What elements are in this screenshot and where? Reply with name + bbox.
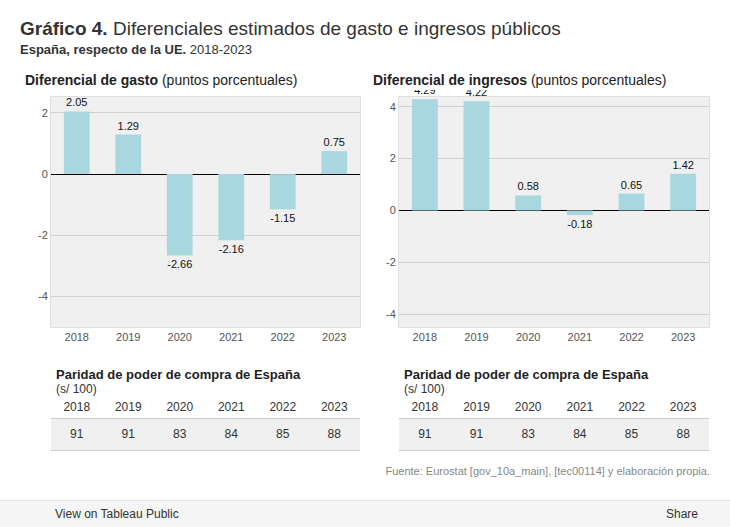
html-text:91: 91 xyxy=(121,427,135,441)
svg-text:2018: 2018 xyxy=(413,331,437,343)
svg-text:2022: 2022 xyxy=(271,331,295,343)
html-text:2022: 2022 xyxy=(618,400,645,414)
svg-text:0: 0 xyxy=(390,204,396,216)
html-text:Fuente: Eurostat [gov_10a_main: Fuente: Eurostat [gov_10a_main], [tec001… xyxy=(385,465,710,477)
html-text:91: 91 xyxy=(418,427,432,441)
svg-text:2019: 2019 xyxy=(116,331,140,343)
svg-text:1.42: 1.42 xyxy=(672,159,693,171)
html-text:Paridad de poder de compra de: Paridad de poder de compra de España xyxy=(56,367,301,382)
html-text:2018: 2018 xyxy=(411,400,439,414)
svg-text:0.65: 0.65 xyxy=(621,179,642,191)
svg-text:4.22: 4.22 xyxy=(466,90,487,98)
svg-text:-2.16: -2.16 xyxy=(219,243,244,255)
svg-text:2020: 2020 xyxy=(516,331,540,343)
svg-text:-4: -4 xyxy=(386,308,396,320)
html-text:2021: 2021 xyxy=(566,400,594,414)
html-text:(s/ 100): (s/ 100) xyxy=(56,382,97,396)
html-text:85: 85 xyxy=(624,427,639,441)
svg-text:2022: 2022 xyxy=(619,331,643,343)
svg-text:4: 4 xyxy=(390,101,396,113)
html-text:Gráfico 4. Diferenciales estim: Gráfico 4. Diferenciales estimados de ga… xyxy=(20,18,561,39)
html-text:2022: 2022 xyxy=(269,400,297,414)
html-text:Paridad de poder de compra de: Paridad de poder de compra de España xyxy=(404,367,649,382)
html-text:83: 83 xyxy=(173,427,187,441)
html-text:83: 83 xyxy=(521,427,535,441)
html-text:2019: 2019 xyxy=(463,400,490,414)
svg-text:2.05: 2.05 xyxy=(66,96,87,108)
svg-text:2021: 2021 xyxy=(568,331,592,343)
svg-text:-2: -2 xyxy=(38,229,48,241)
svg-text:0.58: 0.58 xyxy=(517,180,538,192)
html-text:2020: 2020 xyxy=(514,400,542,414)
html-text:91: 91 xyxy=(469,427,484,441)
svg-text:-2: -2 xyxy=(386,256,396,268)
html-text:Diferencial de ingresos (punto: Diferencial de ingresos (puntos porcentu… xyxy=(373,72,667,88)
svg-text:4.29: 4.29 xyxy=(414,90,435,96)
svg-text:-0.18: -0.18 xyxy=(567,218,592,230)
svg-text:2: 2 xyxy=(390,152,396,164)
html-text:88: 88 xyxy=(676,427,690,441)
html-text:85: 85 xyxy=(276,427,290,441)
html-text:2019: 2019 xyxy=(114,400,142,414)
html-text:84: 84 xyxy=(224,427,238,441)
svg-text:2019: 2019 xyxy=(464,331,488,343)
svg-text:2023: 2023 xyxy=(322,331,346,343)
svg-text:1.29: 1.29 xyxy=(118,120,139,132)
svg-text:2021: 2021 xyxy=(219,331,243,343)
html-text:2020: 2020 xyxy=(166,400,194,414)
svg-text:-1.15: -1.15 xyxy=(270,212,295,224)
svg-text:2020: 2020 xyxy=(168,331,192,343)
svg-text:-4: -4 xyxy=(38,290,48,302)
html-text:España, respecto de la UE. 201: España, respecto de la UE. 2018-2023 xyxy=(20,42,252,57)
html-text:Share: Share xyxy=(666,507,698,521)
svg-text:2: 2 xyxy=(42,107,48,119)
html-text:2023: 2023 xyxy=(669,400,697,414)
html-text:2018: 2018 xyxy=(63,400,91,414)
svg-text:0: 0 xyxy=(42,168,48,180)
html-text:Diferencial de gasto (puntos p: Diferencial de gasto (puntos porcentuale… xyxy=(25,72,298,88)
html-text:91: 91 xyxy=(70,427,84,441)
html-text:84: 84 xyxy=(573,427,587,441)
html-text:88: 88 xyxy=(327,427,341,441)
svg-text:-2.66: -2.66 xyxy=(167,258,192,270)
svg-text:2023: 2023 xyxy=(671,331,695,343)
html-text:View on Tableau Public: View on Tableau Public xyxy=(55,507,179,521)
html-text:(s/ 100): (s/ 100) xyxy=(404,382,445,396)
svg-text:0.75: 0.75 xyxy=(324,136,345,148)
svg-text:2018: 2018 xyxy=(65,331,89,343)
html-text:2023: 2023 xyxy=(320,400,348,414)
html-text:2021: 2021 xyxy=(217,400,245,414)
